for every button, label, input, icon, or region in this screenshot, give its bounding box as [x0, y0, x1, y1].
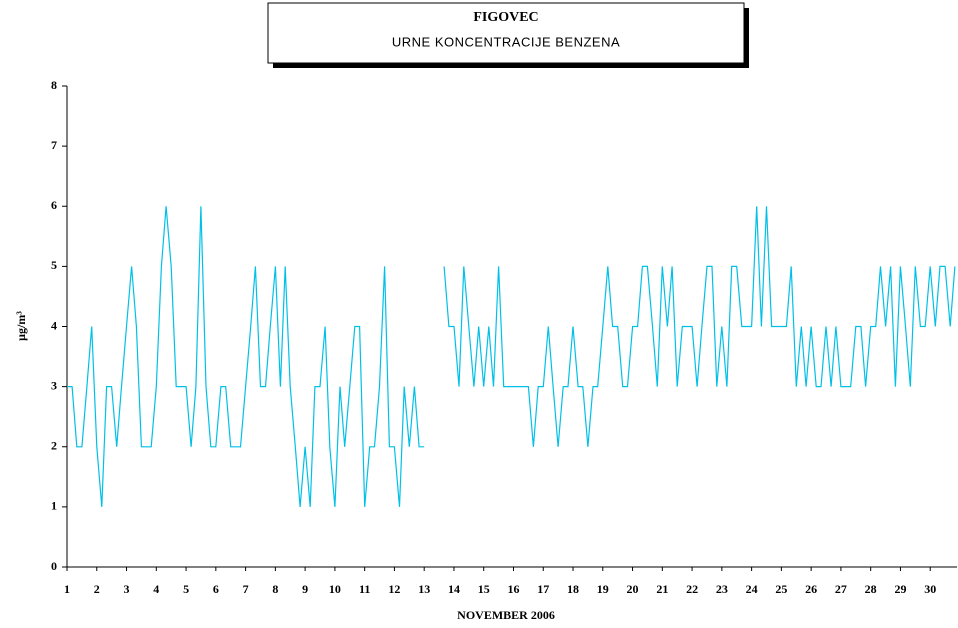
x-tick-label: 22 — [686, 582, 698, 596]
y-tick-label: 3 — [51, 378, 57, 392]
data-line — [67, 206, 956, 507]
x-tick-label: 21 — [656, 582, 668, 596]
x-tick-label: 24 — [746, 582, 758, 596]
x-tick-label: 11 — [359, 582, 370, 596]
y-tick-label: 5 — [51, 258, 57, 272]
x-tick-label: 5 — [183, 582, 189, 596]
x-tick-label: 29 — [894, 582, 906, 596]
y-tick-label: 6 — [51, 198, 57, 212]
y-tick-label: 1 — [51, 499, 57, 513]
x-tick-label: 20 — [627, 582, 639, 596]
x-tick-label: 16 — [507, 582, 519, 596]
x-tick-label: 19 — [597, 582, 609, 596]
x-tick-label: 8 — [272, 582, 278, 596]
x-tick-label: 6 — [213, 582, 219, 596]
x-tick-label: 27 — [835, 582, 847, 596]
x-tick-label: 30 — [924, 582, 936, 596]
x-tick-label: 7 — [243, 582, 249, 596]
x-tick-label: 4 — [153, 582, 159, 596]
y-axis-label: μg/m³ — [14, 311, 28, 341]
y-tick-label: 8 — [51, 78, 57, 92]
x-tick-label: 15 — [478, 582, 490, 596]
x-tick-label: 12 — [388, 582, 400, 596]
x-tick-label: 23 — [716, 582, 728, 596]
x-tick-label: 18 — [567, 582, 579, 596]
title-box — [267, 2, 745, 64]
y-tick-label: 4 — [51, 318, 57, 332]
x-tick-label: 26 — [805, 582, 817, 596]
x-tick-label: 13 — [418, 582, 430, 596]
x-tick-label: 10 — [329, 582, 341, 596]
x-tick-label: 1 — [64, 582, 70, 596]
y-tick-label: 0 — [51, 559, 57, 573]
chart-subtitle: URNE KONCENTRACIJE BENZENA — [392, 34, 620, 49]
chart-title: FIGOVEC — [473, 10, 538, 25]
x-axis-label: NOVEMBER 2006 — [457, 608, 555, 622]
x-tick-label: 28 — [865, 582, 877, 596]
x-tick-label: 17 — [537, 582, 549, 596]
x-tick-label: 14 — [448, 582, 460, 596]
y-tick-label: 7 — [51, 138, 57, 152]
x-tick-label: 9 — [302, 582, 308, 596]
x-tick-label: 25 — [775, 582, 787, 596]
x-tick-label: 2 — [94, 582, 100, 596]
x-tick-label: 3 — [124, 582, 130, 596]
y-tick-label: 2 — [51, 439, 57, 453]
